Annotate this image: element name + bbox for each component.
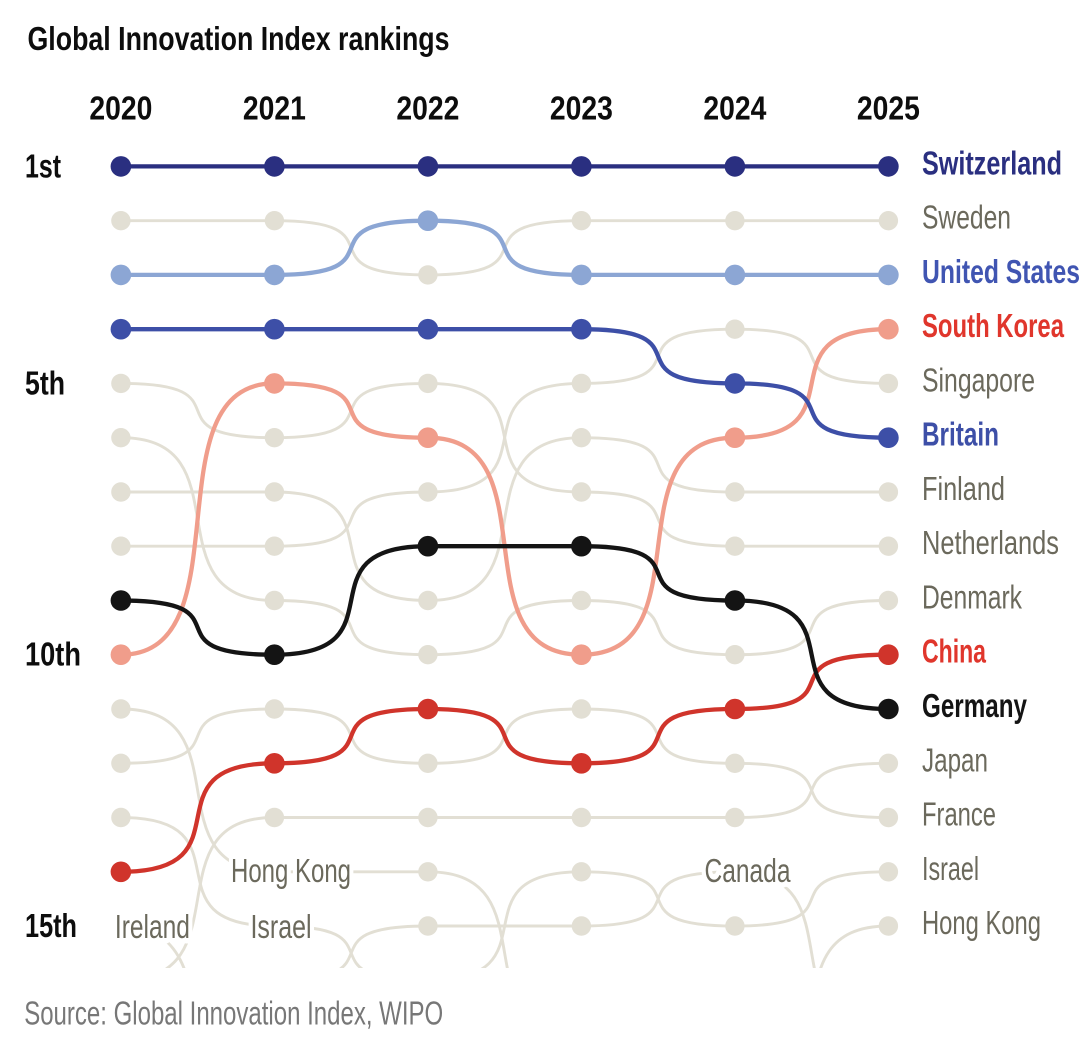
svg-text:2021: 2021 [243,90,306,127]
svg-text:Canada: Canada [705,852,791,889]
svg-text:2022: 2022 [396,90,459,127]
svg-text:Israel: Israel [251,908,312,945]
svg-text:Japan: Japan [922,741,988,778]
svg-text:1st: 1st [25,147,61,184]
svg-text:15th: 15th [25,907,77,944]
svg-text:South Korea: South Korea [922,307,1064,344]
svg-text:Global Innovation Index rankin: Global Innovation Index rankings [28,20,450,57]
svg-text:Sweden: Sweden [922,199,1011,236]
svg-text:China: China [922,633,986,670]
svg-text:10th: 10th [25,636,81,673]
svg-text:2020: 2020 [89,90,152,127]
svg-text:Ireland: Ireland [115,908,190,945]
svg-text:Denmark: Denmark [922,579,1022,616]
svg-text:Finland: Finland [922,470,1005,507]
svg-text:Source: Global Innovation Inde: Source: Global Innovation Index, WIPO [24,994,443,1031]
svg-text:Germany: Germany [922,687,1027,724]
svg-text:5th: 5th [25,364,65,401]
svg-text:Hong Kong: Hong Kong [922,904,1041,941]
svg-text:2024: 2024 [703,90,767,127]
svg-text:Netherlands: Netherlands [922,524,1059,561]
svg-text:United States: United States [922,253,1080,290]
svg-text:Israel: Israel [922,850,979,887]
svg-text:Switzerland: Switzerland [922,144,1062,181]
svg-text:2025: 2025 [857,90,920,127]
svg-text:France: France [922,796,996,833]
svg-text:Hong Kong: Hong Kong [231,852,351,889]
svg-text:Britain: Britain [922,416,999,453]
svg-text:Singapore: Singapore [922,361,1035,398]
svg-text:2023: 2023 [550,90,613,127]
